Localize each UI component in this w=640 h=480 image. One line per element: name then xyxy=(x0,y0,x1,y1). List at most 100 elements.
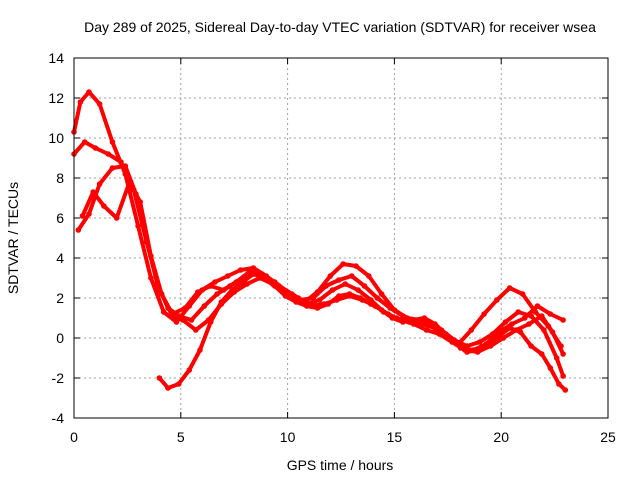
data-point xyxy=(468,327,475,333)
data-point xyxy=(474,347,481,353)
data-point xyxy=(81,139,88,145)
data-point xyxy=(118,159,124,165)
data-point xyxy=(329,287,336,293)
data-point xyxy=(86,211,92,217)
y-tick-label: -2 xyxy=(52,370,65,386)
data-point xyxy=(261,275,267,281)
data-point xyxy=(517,329,524,335)
data-point xyxy=(374,295,381,301)
series-line-day-5 xyxy=(157,272,568,392)
data-point xyxy=(214,291,220,297)
data-point xyxy=(314,305,321,311)
data-point xyxy=(421,315,428,321)
data-point xyxy=(109,165,116,171)
data-point xyxy=(225,273,231,279)
data-point xyxy=(541,327,547,333)
data-point xyxy=(186,367,193,373)
data-point xyxy=(494,297,500,303)
data-point xyxy=(109,139,116,145)
data-point xyxy=(316,297,323,303)
y-tick-label: 2 xyxy=(56,290,64,306)
data-point xyxy=(180,317,186,323)
data-point xyxy=(410,317,417,323)
data-point xyxy=(165,385,171,391)
data-point xyxy=(77,99,84,105)
data-point xyxy=(400,319,406,325)
x-tick-label: 10 xyxy=(280,429,296,445)
data-point xyxy=(496,333,502,339)
x-axis-ticks: 0 5 10 15 20 25 xyxy=(70,58,616,445)
data-point xyxy=(304,303,310,309)
data-point xyxy=(75,227,82,233)
data-point xyxy=(432,321,438,327)
y-tick-label: 4 xyxy=(56,250,64,266)
data-point xyxy=(336,277,342,283)
data-point xyxy=(506,325,513,331)
data-point xyxy=(387,305,393,311)
data-point xyxy=(101,203,107,209)
y-tick-label: 12 xyxy=(48,90,64,106)
x-tick-label: 0 xyxy=(70,429,78,445)
data-point xyxy=(368,301,374,307)
data-point xyxy=(502,319,509,325)
data-point xyxy=(197,347,203,353)
data-point xyxy=(325,301,332,307)
data-point xyxy=(160,309,167,315)
y-tick-label: 14 xyxy=(48,50,64,66)
data-point xyxy=(423,327,430,333)
data-point xyxy=(526,321,532,327)
data-point xyxy=(500,335,507,341)
data-point xyxy=(366,273,372,279)
data-point xyxy=(182,305,188,311)
data-point xyxy=(122,163,129,169)
data-point xyxy=(506,285,513,291)
data-point xyxy=(562,387,569,393)
data-point xyxy=(560,317,566,323)
data-point xyxy=(105,151,111,157)
data-point xyxy=(293,299,299,305)
data-point xyxy=(515,309,522,315)
data-point xyxy=(353,263,359,269)
x-tick-label: 25 xyxy=(600,429,616,445)
data-point xyxy=(453,341,460,347)
data-point xyxy=(250,271,257,277)
data-point xyxy=(389,315,396,321)
data-point xyxy=(156,375,163,381)
data-point xyxy=(148,253,154,259)
data-point xyxy=(378,307,385,313)
data-point xyxy=(239,279,246,285)
data-point xyxy=(485,341,492,347)
y-tick-label: 6 xyxy=(56,210,64,226)
data-point xyxy=(556,381,562,387)
data-point xyxy=(207,283,214,289)
data-point xyxy=(547,365,554,371)
data-series xyxy=(71,89,569,393)
x-tick-label: 5 xyxy=(177,429,185,445)
y-tick-label: 10 xyxy=(48,130,64,146)
data-point xyxy=(519,291,526,297)
data-point xyxy=(86,89,92,95)
data-point xyxy=(169,313,176,319)
data-point xyxy=(464,349,470,355)
data-point xyxy=(188,317,195,323)
x-axis-label: GPS time / hours xyxy=(287,457,394,473)
data-point xyxy=(137,199,143,205)
y-tick-label: 8 xyxy=(56,170,64,186)
data-point xyxy=(539,351,545,357)
data-point xyxy=(310,295,317,301)
data-point xyxy=(207,319,214,325)
series-line-day-4 xyxy=(80,180,566,356)
data-point xyxy=(481,311,487,317)
data-point xyxy=(357,295,364,301)
data-point xyxy=(336,293,342,299)
data-point xyxy=(96,101,103,107)
data-point xyxy=(355,287,361,293)
data-point xyxy=(193,327,199,333)
data-point xyxy=(553,355,560,361)
data-point xyxy=(195,289,201,295)
data-point xyxy=(282,293,289,299)
data-point xyxy=(378,291,385,297)
data-point xyxy=(547,311,554,317)
data-point xyxy=(477,339,483,345)
